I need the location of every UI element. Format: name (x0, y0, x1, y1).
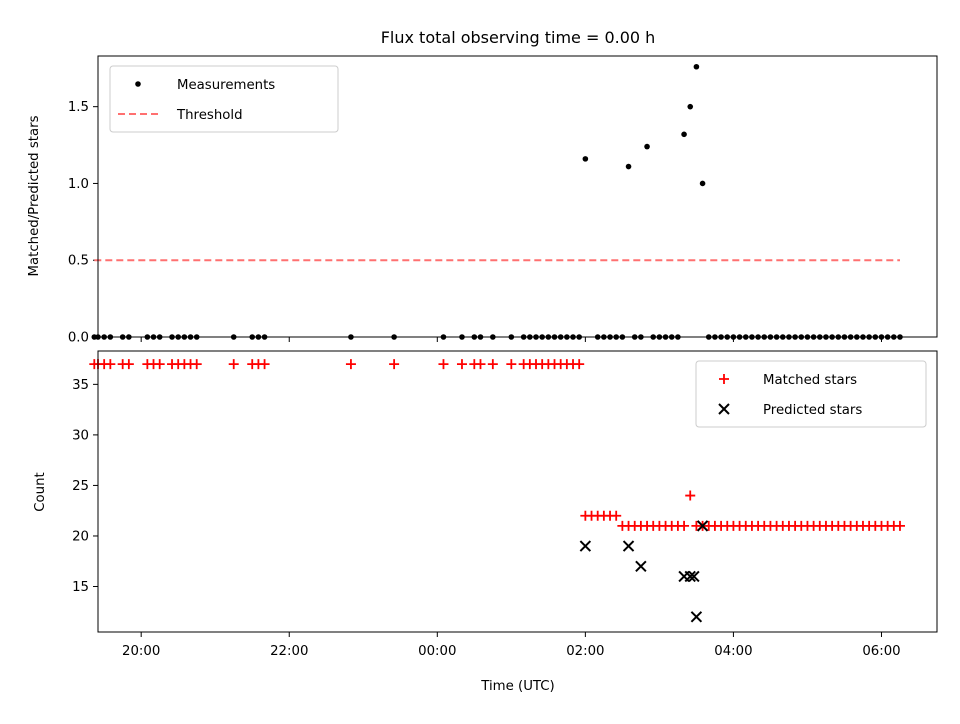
matched-star-marker (123, 359, 134, 370)
predicted-star-marker (688, 570, 700, 583)
y-tick-label: 30 (72, 428, 89, 443)
x-tick-label: 04:00 (714, 644, 752, 659)
legend-matched-marker (719, 374, 729, 384)
y-tick-label: 1.5 (68, 100, 89, 115)
matched-star-marker (487, 359, 498, 370)
measurement-point (582, 156, 589, 162)
axes-frame (97, 55, 938, 338)
y-tick-label: 15 (72, 580, 89, 595)
matched-star-marker (475, 359, 486, 370)
measurement-point (687, 103, 694, 110)
matched-star-marker (456, 359, 467, 370)
matched-star-marker (259, 359, 270, 370)
legend-measurement-marker (135, 81, 141, 87)
matched-star-marker (105, 359, 116, 370)
measurement-point (625, 163, 632, 170)
x-tick-label: 06:00 (862, 644, 900, 659)
matched-star-marker (506, 359, 517, 370)
legend-box (695, 360, 927, 428)
bottom-y-axis-label: Count (33, 472, 48, 512)
x-tick-label: 20:00 (122, 644, 160, 659)
top-panel: 0.0 0.5 1.0 1.5 Measurements Threshold (68, 55, 938, 346)
legend-label: Predicted stars (763, 403, 862, 418)
measurement-point (693, 63, 700, 70)
matched-star-marker (389, 359, 400, 370)
matched-star-marker (574, 359, 585, 370)
measurement-point (681, 131, 687, 138)
legend-label: Measurements (177, 78, 275, 93)
bottom-panel: 15 20 25 30 35 20:00 22:00 00:00 02:00 04:00 06:00… (72, 350, 938, 659)
predicted-star-marker (690, 611, 703, 623)
axes-frame (97, 350, 938, 633)
y-tick-label: 1.0 (68, 177, 89, 192)
matched-star-marker (685, 490, 696, 501)
predicted-star-marker (622, 540, 635, 552)
matched-star-marker (345, 359, 356, 370)
y-tick-label: 0.5 (68, 254, 89, 269)
x-tick-label: 22:00 (270, 644, 308, 659)
predicted-star-marker (696, 520, 709, 532)
predicted-star-marker (635, 560, 647, 573)
y-tick-label: 20 (72, 529, 89, 544)
matched-star-marker (611, 510, 622, 521)
y-tick-label: 0.0 (68, 331, 89, 346)
x-axis-label: Time (UTC) (480, 679, 555, 694)
x-tick-label: 02:00 (566, 644, 604, 659)
predicted-star-marker (684, 570, 696, 583)
matched-star-marker (154, 359, 165, 370)
legend-predicted-marker (718, 403, 730, 415)
matched-star-marker (191, 359, 202, 370)
legend-label: Matched stars (763, 373, 857, 388)
x-tick-label: 00:00 (418, 644, 456, 659)
legend-box (109, 65, 339, 133)
y-tick-label: 35 (72, 378, 89, 393)
matched-star-marker (438, 359, 449, 370)
legend-label: Threshold (176, 108, 243, 123)
matched-star-marker (679, 520, 690, 531)
predicted-star-marker (579, 540, 592, 552)
measurement-point (644, 143, 650, 150)
matched-star-marker (894, 520, 905, 531)
matched-star-marker (228, 359, 239, 370)
y-tick-label: 25 (72, 479, 89, 494)
chart-title: Flux total observing time = 0.00 h (381, 28, 656, 47)
measurement-point (699, 180, 706, 187)
top-y-axis-label: Matched/Predicted stars (27, 115, 42, 276)
